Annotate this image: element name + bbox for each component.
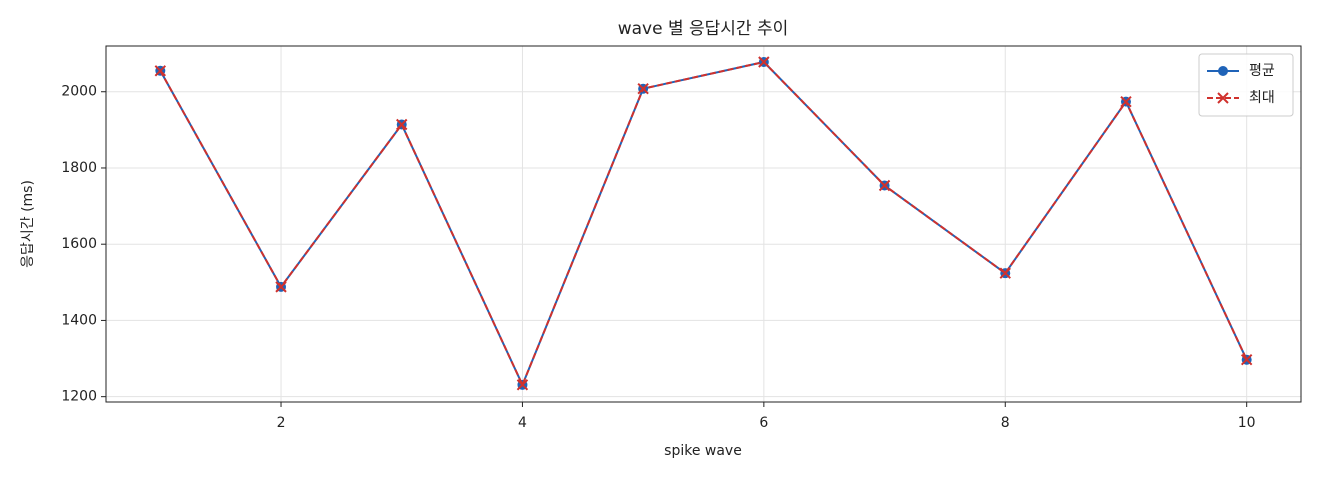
x-tick-label: 8 <box>1001 415 1010 431</box>
data-point <box>758 56 770 68</box>
x-tick-label: 10 <box>1238 415 1256 431</box>
data-point <box>999 267 1011 279</box>
legend-label: 평균 <box>1249 63 1275 79</box>
y-tick-label: 1400 <box>61 312 97 328</box>
legend-marker <box>1218 66 1228 76</box>
marker-x <box>878 179 891 192</box>
y-axis-label: 응답시간 (ms) <box>20 180 36 268</box>
y-tick-label: 1200 <box>61 389 97 405</box>
data-point <box>154 65 167 77</box>
data-point <box>1240 353 1253 366</box>
data-point <box>516 379 529 391</box>
marker-x <box>396 118 408 131</box>
legend-marker <box>1217 92 1229 104</box>
legend-box <box>1198 53 1294 117</box>
data-point <box>1120 95 1132 108</box>
chart-title: wave 별 응답시간 추이 <box>618 19 789 39</box>
legend-label: 최대 <box>1249 90 1275 106</box>
data-point <box>637 82 649 95</box>
series-line <box>159 60 1248 388</box>
x-axis-label: spike wave <box>664 443 742 459</box>
marker-x <box>999 267 1011 279</box>
series-line <box>159 60 1248 388</box>
marker-x <box>758 56 770 68</box>
marker-x <box>275 281 287 293</box>
y-tick-label: 1800 <box>61 160 97 176</box>
y-tick-label: 1600 <box>61 236 97 252</box>
marker-x <box>637 82 649 95</box>
x-tick-label: 6 <box>759 415 768 431</box>
x-tick-label: 2 <box>277 415 286 431</box>
marker-x <box>1120 95 1132 108</box>
marker-x <box>154 65 167 77</box>
x-tick-label: 4 <box>518 415 527 431</box>
plot-frame <box>105 45 1302 403</box>
marker-x <box>1217 92 1229 104</box>
marker-x <box>1240 353 1253 366</box>
marker-x <box>516 379 529 391</box>
data-point <box>396 118 408 131</box>
y-tick-label: 2000 <box>61 84 97 100</box>
data-point <box>878 179 891 192</box>
data-point <box>275 281 287 293</box>
